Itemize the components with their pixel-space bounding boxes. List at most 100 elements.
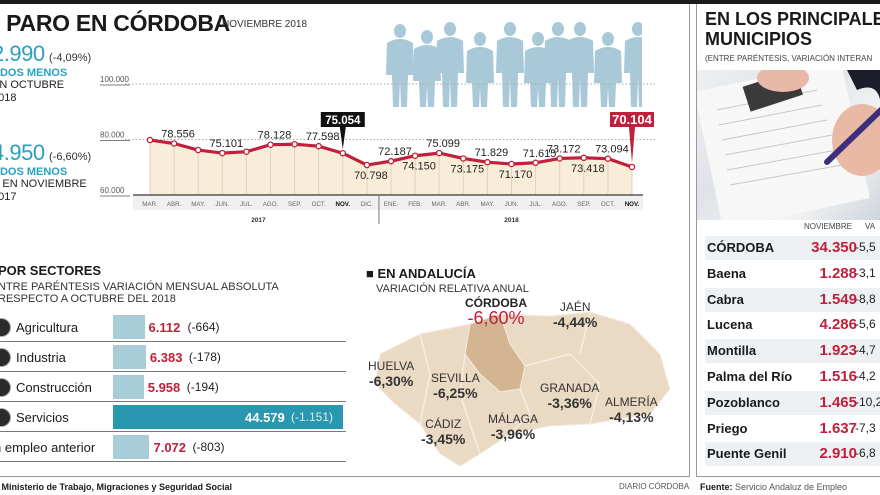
sector-change: (-803) [192, 440, 225, 454]
x-tick-label: OCT. [312, 201, 326, 208]
person-head [574, 22, 586, 36]
data-point [484, 158, 491, 166]
sectors-subtitle: NTRE PARÉNTESIS VARIACIÓN MENSUAL ABSOLU… [0, 281, 279, 305]
sector-value: 5.958 [147, 380, 181, 395]
province-value: -3,96% [490, 426, 536, 442]
municipio-name: Lucena [707, 317, 753, 333]
municipio-row: Montilla 1.923 -4,7 [705, 339, 880, 364]
person-body [496, 37, 524, 107]
municipio-change: -5,5 [855, 240, 876, 254]
municipio-row: Puente Genil 2.910 -6,8 [705, 442, 880, 467]
x-tick-label: AGO. [263, 201, 279, 208]
data-label: 71.829 [475, 147, 509, 159]
y-tick-label: 80.000 [100, 131, 125, 140]
municipio-change: -6,8 [855, 446, 876, 461]
data-point [315, 142, 322, 150]
factory-icon [0, 348, 11, 367]
sector-row: Construcción 5.958 (-194) [0, 373, 346, 402]
sector-name: n empleo anterior [0, 440, 96, 455]
province-name: CÁDIZ [425, 417, 462, 431]
data-label: 73.418 [571, 163, 605, 175]
map-borders [419, 311, 601, 455]
data-point [194, 146, 202, 154]
form-photo [697, 70, 880, 220]
municipio-value: 34.350 [811, 239, 857, 256]
municipio-change: -5,6 [855, 317, 876, 332]
data-point [170, 140, 178, 147]
person-body [594, 47, 622, 107]
province-value: -6,60% [467, 308, 525, 328]
data-label: 77.598 [306, 131, 340, 143]
andalucia-title: ■ EN ANDALUCÍA [366, 266, 476, 281]
crane-icon [0, 378, 11, 397]
sector-bar [113, 435, 150, 459]
x-tick-label: JUL. [240, 201, 253, 208]
sector-change: (-1.151) [291, 410, 334, 424]
municipio-name: Priego [707, 420, 748, 436]
person-head [421, 30, 433, 44]
source-left: : Ministerio de Trabajo, Migraciones y S… [0, 482, 233, 492]
province-label: SEVILLA -6,25% [431, 371, 480, 401]
x-tick-label: ABR. [167, 201, 182, 208]
andalucia-map [374, 311, 671, 467]
x-tick-label: JUN. [505, 201, 519, 208]
person-head [552, 22, 564, 36]
data-point [532, 159, 539, 167]
stat-value: 2.990 [0, 41, 45, 66]
municipio-change: -7,3 [855, 420, 876, 435]
sector-value: 44.579 [245, 410, 285, 425]
municipio-name: Puente Genil [707, 446, 787, 462]
source-right-text: Servicio Andaluz de Empleo [732, 482, 848, 492]
data-point [580, 154, 588, 162]
person-head [444, 22, 456, 36]
province-name: GRANADA [540, 381, 600, 395]
data-label: 70.104 [612, 112, 653, 127]
year-label: 2017 [251, 217, 266, 224]
sector-row: Industria 6.383 (-178) [0, 343, 346, 372]
province-value: -3,36% [547, 395, 592, 411]
province-value: -3,45% [421, 431, 466, 447]
municipio-value: 1.288 [819, 264, 857, 282]
stat-label: ADOS MENOS [0, 67, 68, 79]
person-filling-form-image [697, 70, 880, 220]
sector-change: (-194) [186, 380, 219, 394]
y-tick-label: 100.000 [100, 75, 129, 84]
page-title: . PARO EN CÓRDOBA [0, 10, 230, 36]
sector-change: (-664) [187, 320, 220, 334]
province-value: -4,44% [553, 314, 598, 330]
province-name: MÁLAGA [488, 412, 539, 426]
brand-credit: DIARIO CÓRDOBA [619, 482, 690, 491]
y-tick-label: 60.000 [100, 186, 125, 195]
municipio-value: 1.465 [819, 393, 857, 411]
data-point [146, 136, 154, 144]
page-subtitle: NOVIEMBRE 2018 [222, 19, 308, 30]
person-body [386, 39, 414, 107]
data-label: 72.187 [378, 146, 412, 158]
sector-row: n empleo anterior 7.072 (-803) [0, 433, 346, 462]
municipio-change: -4,7 [855, 343, 876, 358]
municipio-name: CÓRDOBA [707, 240, 775, 255]
municipio-change: -10,2 [855, 394, 880, 409]
province-value: -4,13% [609, 409, 654, 425]
person-body [544, 37, 572, 107]
x-tick-label: MAY. [191, 201, 205, 208]
data-point [604, 155, 612, 162]
data-label: 73.094 [595, 144, 629, 156]
data-label: 75.101 [209, 138, 243, 150]
sector-change: (-178) [188, 350, 221, 364]
sectors-title: POR SECTORES [0, 263, 102, 278]
province-name: HUELVA [368, 359, 415, 373]
sector-bar [113, 375, 144, 399]
province-name: SEVILLA [431, 371, 480, 385]
municipio-name: Cabra [707, 291, 744, 307]
data-point [339, 149, 347, 157]
x-tick-label: ENE. [384, 201, 399, 208]
sector-row: Servicios 44.579 (-1.151) [0, 403, 346, 432]
municipio-name: Palma del Río [707, 369, 793, 384]
map-region-andalucia [374, 311, 671, 467]
province-name: CÓRDOBA [465, 296, 527, 310]
tractor-icon [0, 318, 11, 337]
province-label: HUELVA -6,30% [368, 359, 414, 389]
province-label: CÓRDOBA -6,60% [465, 296, 527, 328]
sector-value: 6.383 [149, 350, 183, 365]
